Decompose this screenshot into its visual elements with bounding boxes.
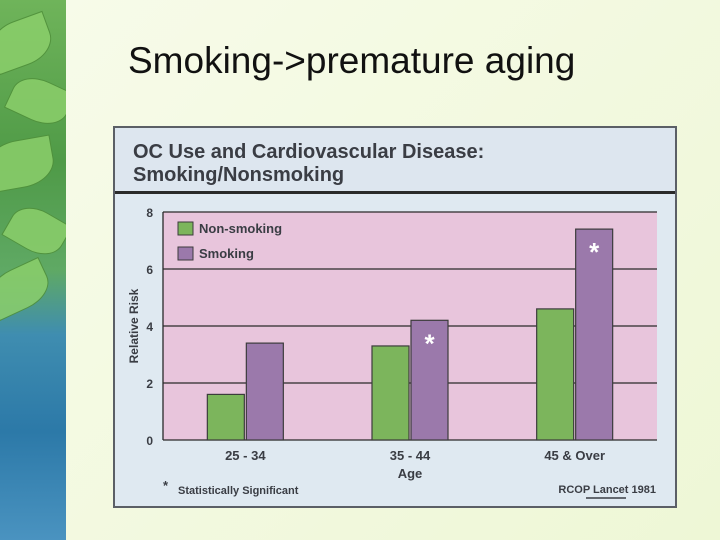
leaf-shape xyxy=(0,256,56,322)
leaf-shape xyxy=(1,198,66,264)
bar xyxy=(410,319,449,441)
legend-label: Non-smoking xyxy=(199,221,282,236)
chart-card: OC Use and Cardiovascular Disease: Smoki… xyxy=(113,126,677,508)
bar xyxy=(245,342,284,441)
x-tick-label: 35 - 44 xyxy=(390,448,431,463)
y-tick-label: 2 xyxy=(146,377,153,391)
significance-asterisk: * xyxy=(424,328,435,358)
bar xyxy=(206,393,245,441)
chart-header: OC Use and Cardiovascular Disease: Smoki… xyxy=(115,128,675,194)
decorative-leaf-strip xyxy=(0,0,66,540)
x-axis-label: Age xyxy=(398,466,423,481)
leaf-shape xyxy=(0,10,58,76)
y-tick-label: 6 xyxy=(146,263,153,277)
significance-asterisk: * xyxy=(589,237,600,267)
x-tick-label: 25 - 34 xyxy=(225,448,266,463)
bar-chart: 0 2 4 6 8 Relative Risk 25 - 34 35 - 44 45 & Ove… xyxy=(127,206,657,499)
bar xyxy=(371,345,410,441)
footnote-asterisk: * xyxy=(163,478,169,493)
y-tick-label: 0 xyxy=(146,434,153,448)
legend-swatch xyxy=(177,246,194,261)
y-tick-label: 4 xyxy=(146,320,153,334)
bar xyxy=(536,308,575,441)
leaf-shape xyxy=(0,134,58,194)
leaf-shape xyxy=(3,69,66,133)
y-tick-label: 8 xyxy=(146,206,153,220)
legend-swatch xyxy=(177,221,194,236)
chart-title: OC Use and Cardiovascular Disease: Smoki… xyxy=(133,141,485,186)
slide-title: Smoking->premature aging xyxy=(128,40,576,81)
x-tick-label: 45 & Over xyxy=(544,448,605,463)
y-axis-label: Relative Risk xyxy=(127,288,141,363)
footnote-text: Statistically Significant xyxy=(178,485,299,497)
legend-label: Smoking xyxy=(199,246,254,261)
source-citation: RCOP Lancet 1981 xyxy=(558,484,656,496)
bar xyxy=(575,228,614,441)
